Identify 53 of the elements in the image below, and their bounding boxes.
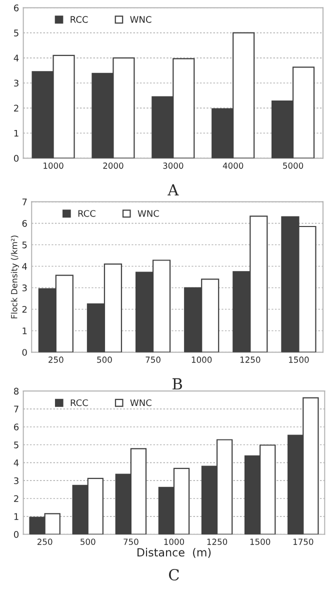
y-tick-label: 3 — [14, 477, 18, 484]
y-tick-label: 3 — [22, 284, 27, 292]
y-tick-label: 5 — [14, 442, 18, 448]
y-tick-label: 3 — [14, 80, 18, 87]
y-tick-label: 0 — [14, 154, 19, 162]
y-tick-label: 6 — [14, 424, 19, 430]
y-tick-label: 6 — [14, 4, 19, 12]
y-tick-label: 1 — [22, 328, 27, 334]
x-tick-label: 5000 — [283, 162, 304, 169]
y-axis-title: Flock Density (/km²) — [10, 236, 19, 318]
x-tick-label: 4000 — [222, 162, 244, 169]
legend-label: WNC — [130, 16, 152, 23]
y-tick-label: 4 — [22, 263, 27, 270]
y-tick-label: 0 — [14, 531, 19, 538]
y-tick-label: 7 — [14, 406, 18, 412]
x-tick-label: 1500 — [289, 356, 309, 363]
text: C — [169, 568, 179, 581]
y-tick-label: 2 — [14, 104, 18, 112]
x-tick-label: 2000 — [103, 162, 124, 169]
y-tick-label: 5 — [14, 30, 18, 36]
legend-label: RCC — [78, 210, 96, 217]
x-tick-label: 1750 — [293, 538, 314, 545]
y-tick-label: 7 — [22, 198, 27, 206]
y-tick-label: 1 — [14, 130, 18, 137]
y-tick-label: 1 — [14, 513, 18, 520]
x-tick-label: 750 — [124, 538, 138, 545]
x-tick-label: 750 — [146, 356, 160, 363]
y-tick-label: 2 — [22, 306, 27, 313]
legend-label: RCC — [70, 16, 88, 23]
x-tick-label: 1000 — [164, 538, 184, 545]
x-tick-label: 1250 — [240, 356, 260, 363]
x-axis-title: Distance (m) — [138, 548, 211, 558]
y-tick-label: 6 — [22, 220, 27, 227]
x-tick-label: 500 — [80, 538, 96, 545]
x-tick-label: 1000 — [192, 356, 212, 363]
x-tick-label: 1250 — [207, 538, 228, 545]
x-tick-label: 500 — [97, 356, 112, 363]
x-tick-label: 250 — [37, 538, 52, 545]
y-tick-label: 8 — [14, 388, 19, 395]
x-tick-label: 3000 — [163, 162, 184, 169]
legend-label: RCC — [70, 399, 88, 406]
x-tick-label: 1000 — [44, 162, 64, 169]
y-tick-label: 5 — [22, 242, 27, 248]
legend-label: WNC — [130, 399, 152, 406]
text: B — [172, 378, 182, 390]
text: A — [168, 184, 179, 196]
x-tick-label: 250 — [48, 356, 64, 363]
y-tick-label: 4 — [14, 460, 19, 466]
legend-label: WNC — [138, 210, 159, 217]
y-tick-label: 4 — [14, 54, 19, 62]
y-tick-label: 2 — [14, 495, 18, 502]
x-tick-label: 1500 — [250, 538, 270, 545]
y-tick-label: 0 — [22, 348, 27, 356]
